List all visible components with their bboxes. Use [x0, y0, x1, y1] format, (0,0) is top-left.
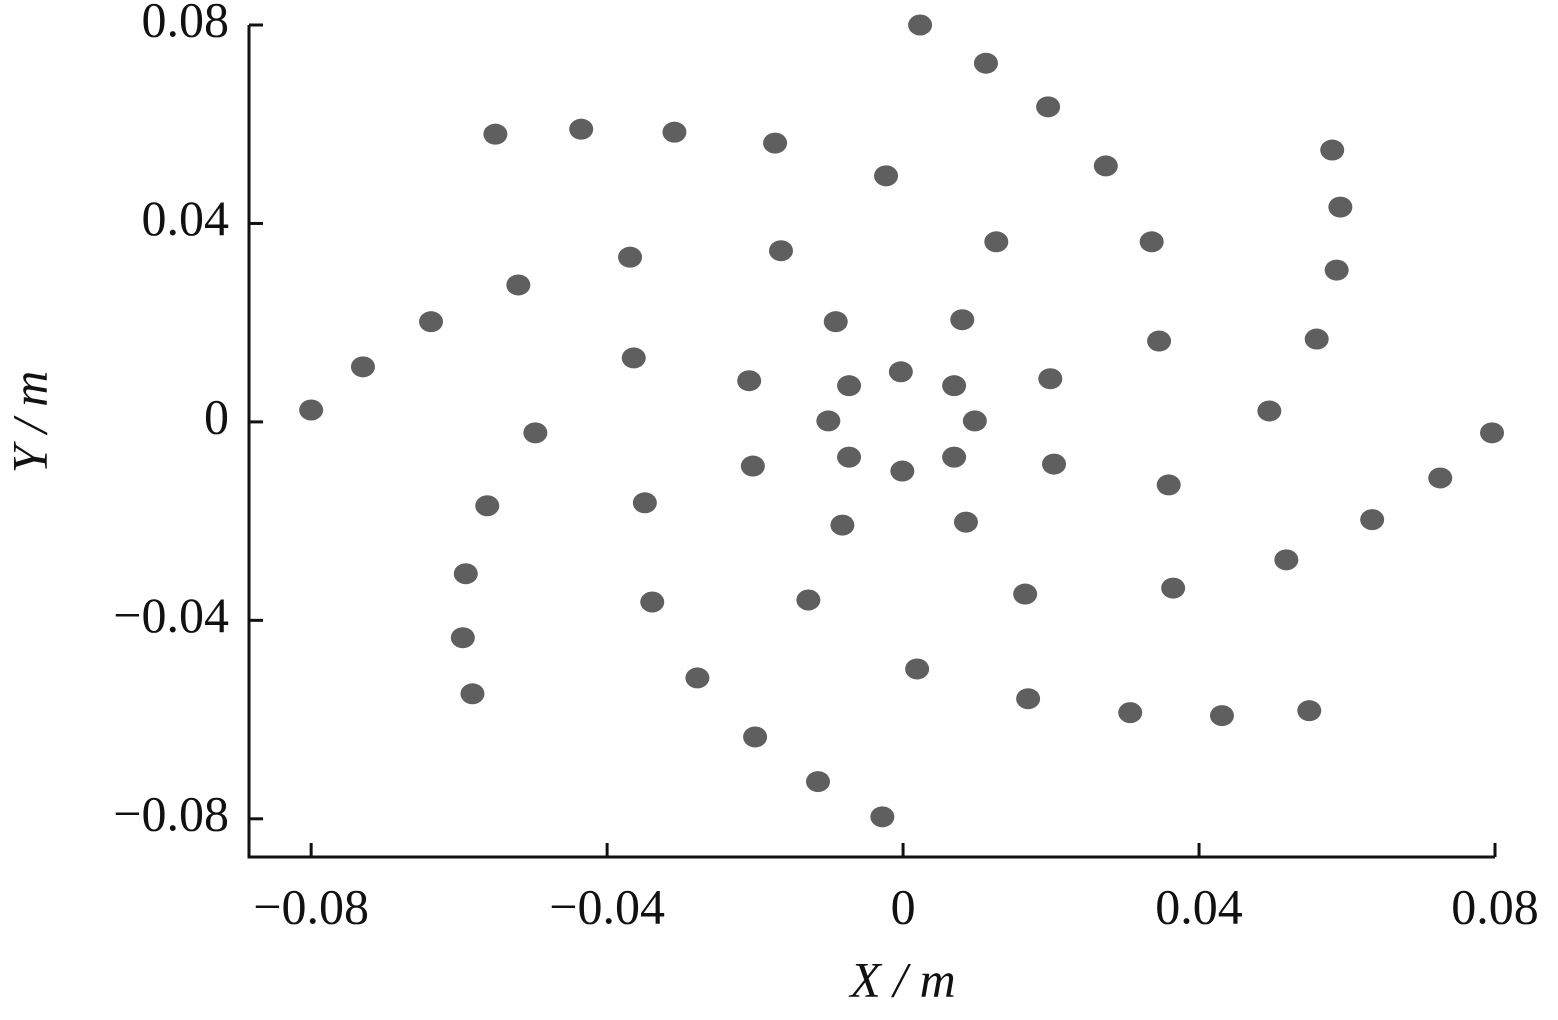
point [837, 375, 862, 397]
point [984, 231, 1009, 253]
point [1480, 422, 1505, 444]
point [1139, 231, 1164, 253]
y-tick-label: 0.04 [142, 190, 230, 246]
point [632, 492, 657, 514]
point [942, 446, 967, 468]
x-tick-label: −0.08 [253, 878, 369, 934]
point [506, 274, 531, 296]
axes [247, 25, 1495, 859]
point [1428, 467, 1453, 489]
point [837, 446, 862, 468]
point [1274, 549, 1299, 571]
x-tick-label: 0.08 [1451, 878, 1539, 934]
point [874, 165, 899, 187]
point [483, 123, 508, 145]
point [950, 309, 975, 331]
point [830, 514, 855, 536]
point [823, 311, 848, 333]
point [1297, 700, 1322, 722]
point [453, 563, 478, 585]
point [1360, 509, 1385, 531]
point [973, 52, 998, 74]
point [962, 410, 987, 432]
point [299, 399, 324, 421]
point [450, 627, 475, 649]
point [816, 410, 841, 432]
y-tick-label: 0 [204, 388, 229, 444]
point [1036, 96, 1061, 118]
point [1320, 139, 1345, 161]
point [888, 361, 913, 383]
point [523, 422, 548, 444]
point [870, 806, 895, 828]
point [1016, 688, 1041, 710]
point [1324, 259, 1349, 281]
point [618, 246, 643, 268]
point [350, 356, 375, 378]
point [942, 375, 967, 397]
point [569, 118, 594, 140]
point [1118, 702, 1143, 724]
x-tick-label: 0.04 [1155, 878, 1243, 934]
point [419, 311, 444, 333]
point [890, 460, 915, 482]
point [743, 726, 768, 748]
point [768, 240, 793, 262]
point [763, 132, 788, 154]
y-tick-label: 0.08 [142, 0, 230, 47]
point [1042, 453, 1067, 475]
y-tick-label: −0.08 [113, 785, 229, 841]
point [475, 495, 500, 517]
point [685, 667, 710, 689]
x-tick-label: 0 [891, 878, 916, 934]
point [1093, 155, 1118, 177]
point [1328, 196, 1353, 218]
point [740, 455, 765, 477]
point [953, 511, 978, 533]
x-axis-label: X / m [848, 951, 956, 1007]
point [621, 347, 646, 369]
point [1147, 330, 1172, 352]
point [1038, 368, 1063, 390]
point [737, 370, 762, 392]
x-tick-label: −0.04 [549, 878, 665, 934]
point [460, 683, 485, 705]
y-tick-label: −0.04 [113, 587, 229, 643]
point [662, 121, 687, 143]
point [796, 589, 821, 611]
y-axis-label: Y / m [1, 371, 57, 474]
point [1013, 583, 1038, 605]
point [1156, 474, 1181, 496]
point [805, 771, 830, 793]
point [1257, 400, 1282, 422]
point [908, 14, 933, 36]
point [640, 591, 665, 613]
point [1209, 705, 1234, 727]
point [905, 658, 930, 680]
point [1304, 328, 1329, 350]
point [1161, 577, 1186, 599]
